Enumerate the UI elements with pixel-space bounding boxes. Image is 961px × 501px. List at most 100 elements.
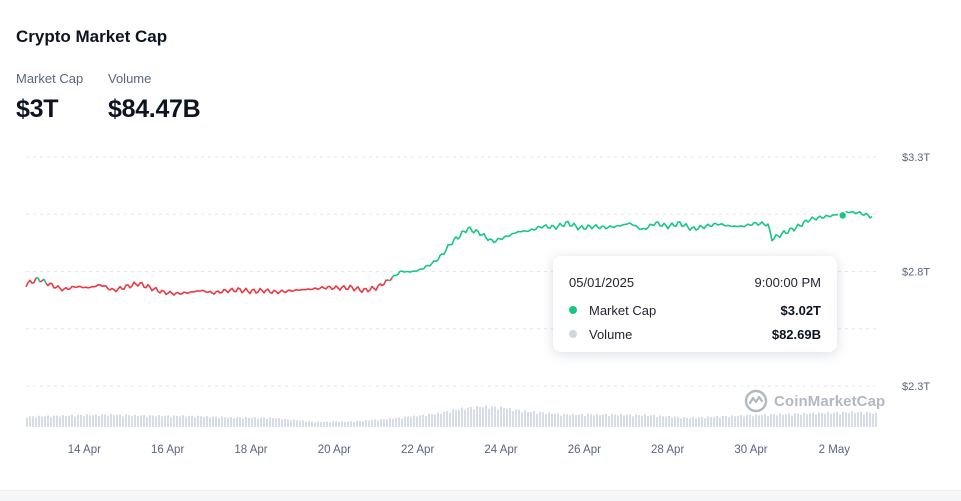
volume-bar	[44, 416, 46, 427]
volume-bar	[626, 414, 628, 427]
volume-bar	[674, 416, 676, 427]
volume-bar	[464, 409, 466, 427]
page-title: Crypto Market Cap	[16, 27, 168, 46]
volume-bar	[833, 412, 835, 427]
tooltip-time: 9:00:00 PM	[754, 274, 822, 290]
market-cap-dot-icon	[569, 306, 577, 314]
coinmarketcap-logo-icon	[744, 389, 768, 413]
volume-bar	[206, 416, 208, 427]
volume-bar	[860, 411, 862, 427]
volume-bar	[659, 415, 661, 427]
volume-bar	[419, 415, 421, 427]
volume-dot-icon	[569, 330, 577, 338]
volume-bar	[125, 414, 127, 427]
volume-bar	[320, 422, 322, 427]
volume-bar	[80, 414, 82, 427]
volume-bar	[62, 414, 64, 427]
volume-bar	[338, 421, 340, 427]
volume-bar	[404, 416, 406, 427]
volume-bar	[353, 422, 355, 427]
volume-bar	[374, 419, 376, 427]
volume-bar	[575, 415, 577, 427]
volume-bar	[329, 422, 331, 427]
volume-bar	[863, 414, 865, 427]
volume-bar	[251, 417, 253, 427]
volume-bar	[827, 412, 829, 427]
x-tick-label: 26 Apr	[568, 444, 601, 456]
volume-bar	[581, 413, 583, 427]
volume-bars	[26, 405, 877, 427]
volume-bar	[260, 417, 262, 427]
volume-bar	[209, 417, 211, 427]
volume-bar	[791, 415, 793, 427]
market-cap-stat: Market Cap $3T	[16, 71, 83, 124]
volume-bar	[275, 418, 277, 427]
volume-bar	[413, 415, 415, 427]
volume-bar	[398, 417, 400, 427]
volume-bar	[347, 421, 349, 427]
volume-bar	[743, 416, 745, 427]
volume-bar	[593, 415, 595, 427]
volume-bar	[635, 414, 637, 427]
volume-bar	[107, 415, 109, 427]
market-cap-chart[interactable]: $3.3T $2.8T $2.3T 14 Apr 16 Apr 18 Apr 20 Apr…	[0, 0, 961, 490]
volume-bar	[866, 412, 868, 427]
volume-value: $84.47B	[108, 95, 201, 123]
hover-cursor	[837, 210, 848, 221]
volume-bar	[293, 419, 295, 427]
volume-bar	[869, 412, 871, 427]
volume-bar	[83, 416, 85, 427]
volume-bar	[488, 408, 490, 427]
volume-bar	[602, 414, 604, 427]
volume-bar	[854, 413, 856, 427]
volume-bar	[233, 418, 235, 427]
line-segment-down	[389, 277, 393, 282]
volume-bar	[38, 415, 40, 427]
volume-bar	[242, 418, 244, 427]
volume-bar	[74, 416, 76, 427]
volume-bar	[824, 413, 826, 427]
volume-bar	[680, 418, 682, 427]
volume-bar	[647, 415, 649, 427]
volume-bar	[587, 413, 589, 427]
tooltip-date: 05/01/2025	[569, 274, 635, 290]
volume-bar	[434, 414, 436, 427]
volume-bar	[59, 416, 61, 427]
volume-bar	[194, 417, 196, 427]
volume-bar	[371, 419, 373, 427]
volume-bar	[272, 418, 274, 427]
volume-bar	[467, 407, 469, 427]
volume-bar	[785, 414, 787, 427]
volume-bar	[386, 419, 388, 427]
x-tick-label: 24 Apr	[484, 444, 517, 456]
volume-bar	[284, 418, 286, 427]
volume-bar	[857, 412, 859, 427]
volume-bar	[230, 416, 232, 427]
volume-bar	[842, 411, 844, 427]
volume-bar	[707, 416, 709, 427]
volume-bar	[257, 418, 259, 427]
volume-bar	[728, 417, 730, 427]
volume-bar	[245, 417, 247, 427]
volume-bar	[440, 414, 442, 427]
volume-bar	[29, 416, 31, 427]
volume-bar	[668, 415, 670, 427]
volume-stat: Volume $84.47B	[108, 71, 201, 124]
x-tick-label: 18 Apr	[234, 444, 267, 456]
volume-bar	[737, 416, 739, 427]
x-tick-label: 20 Apr	[318, 444, 351, 456]
volume-bar	[497, 409, 499, 427]
volume-bar	[632, 416, 634, 427]
volume-bar	[116, 414, 118, 427]
volume-bar	[113, 415, 115, 427]
volume-bar	[410, 416, 412, 427]
volume-bar	[797, 413, 799, 427]
volume-bar	[758, 415, 760, 427]
volume-bar	[173, 415, 175, 427]
volume-bar	[677, 416, 679, 427]
volume-bar	[425, 416, 427, 427]
volume-bar	[542, 412, 544, 427]
volume-bar	[569, 415, 571, 427]
volume-bar	[176, 415, 178, 427]
volume-bar	[416, 416, 418, 427]
